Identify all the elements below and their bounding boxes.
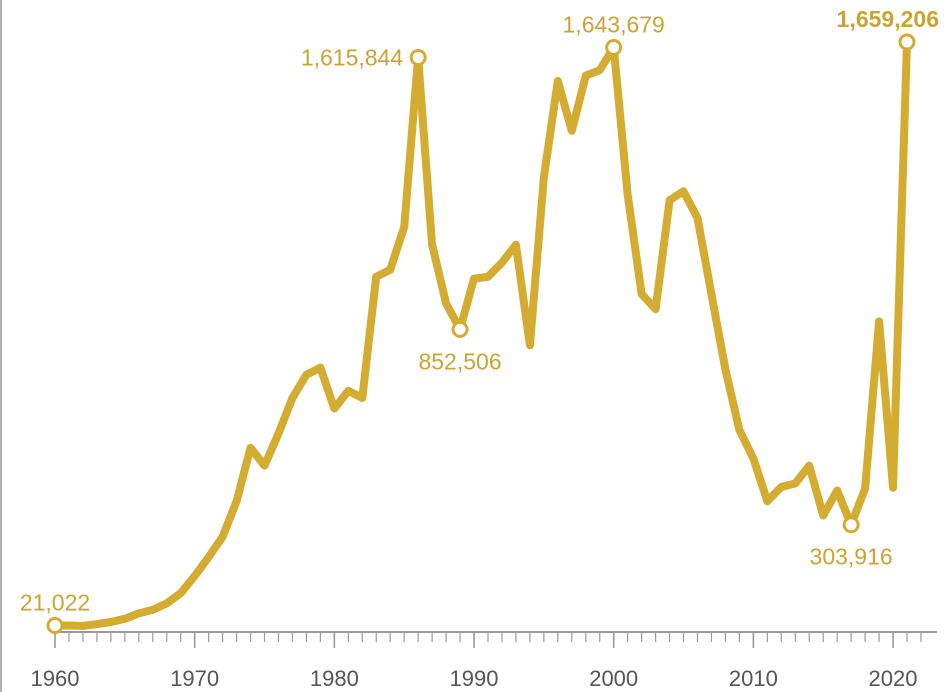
data-label: 21,022 bbox=[20, 590, 90, 616]
data-label: 1,643,679 bbox=[563, 12, 665, 38]
point-marker bbox=[451, 320, 469, 338]
data-label: 1,615,844 bbox=[301, 44, 404, 70]
x-axis: 1960 1970 1980 1990 2000 2010 2020 bbox=[31, 631, 937, 691]
point-marker bbox=[605, 39, 623, 57]
annotation-layer: 21,022 1,615,844 852,506 1,643,679 303,916 1,… bbox=[20, 6, 939, 616]
marker-layer bbox=[46, 33, 916, 635]
data-label: 852,506 bbox=[418, 348, 501, 374]
series-layer bbox=[51, 38, 911, 630]
point-marker bbox=[842, 516, 860, 534]
x-tick-label: 1960 bbox=[31, 666, 80, 691]
point-marker bbox=[409, 48, 427, 66]
x-tick-label: 2020 bbox=[869, 666, 918, 691]
x-tick-label: 2010 bbox=[729, 666, 778, 691]
x-tick-label: 1970 bbox=[170, 666, 219, 691]
x-tick-label: 1990 bbox=[450, 666, 499, 691]
point-marker bbox=[898, 33, 916, 51]
data-label: 303,916 bbox=[810, 544, 893, 570]
data-label: 1,659,206 bbox=[837, 6, 939, 32]
x-tick-label: 2000 bbox=[589, 666, 638, 691]
point-marker bbox=[46, 617, 64, 635]
x-tick-label: 1980 bbox=[310, 666, 359, 691]
series-line bbox=[51, 38, 911, 630]
